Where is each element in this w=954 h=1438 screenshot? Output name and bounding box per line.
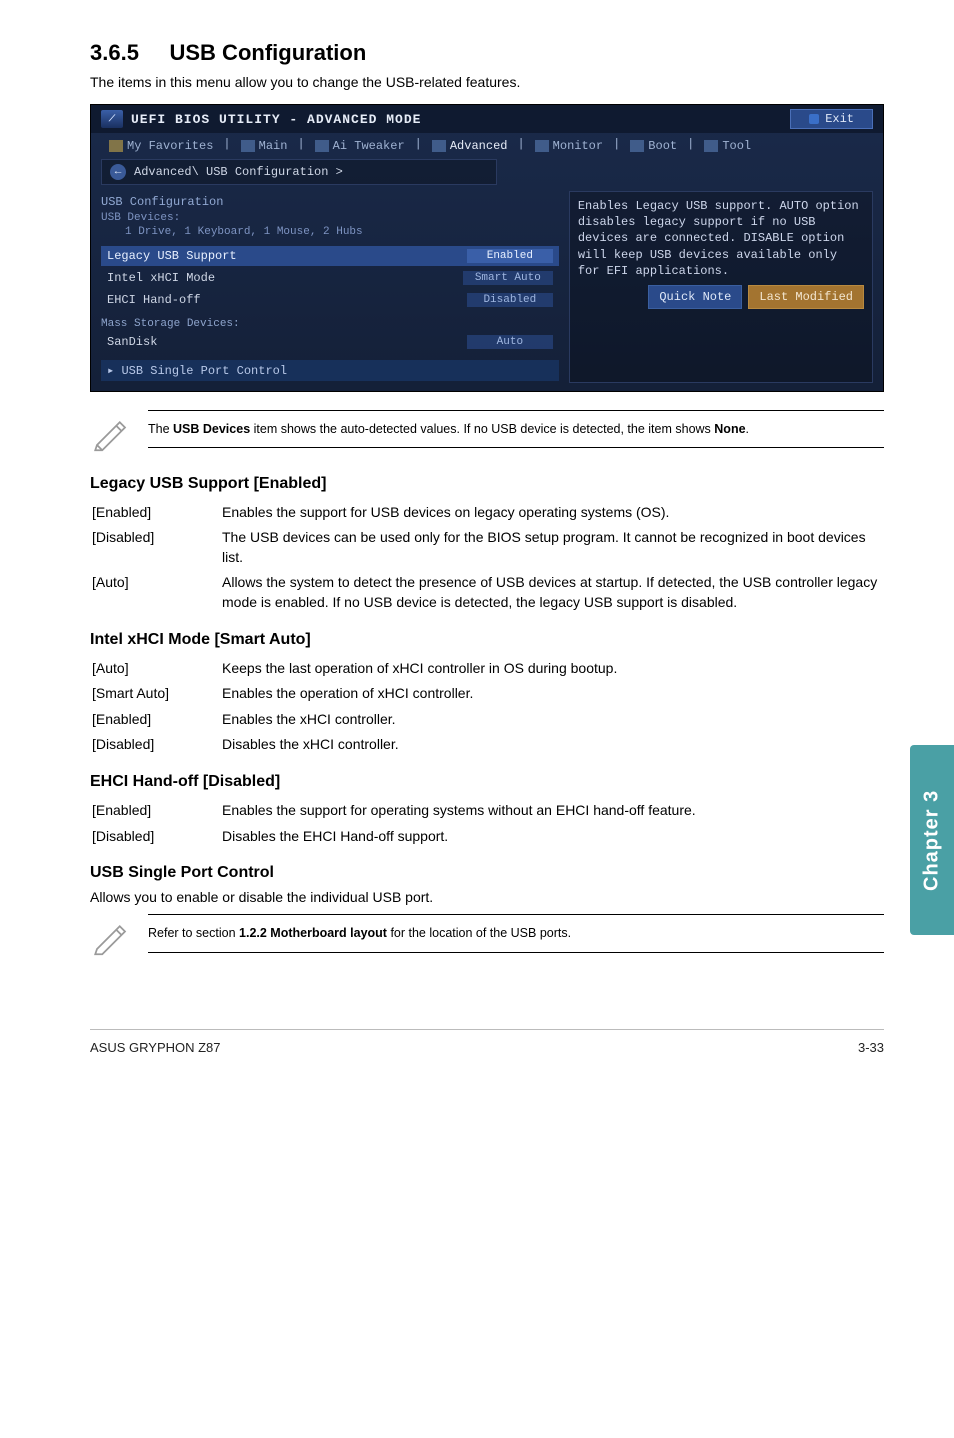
tab-monitor[interactable]: Monitor xyxy=(527,137,611,155)
opt-key: [Enabled] xyxy=(92,501,220,525)
setting-label: Legacy USB Support xyxy=(107,249,237,263)
pencil-icon xyxy=(90,410,132,457)
table-row: [Disabled]The USB devices can be used on… xyxy=(92,526,882,569)
breadcrumb-text: Advanced\ USB Configuration > xyxy=(134,165,343,179)
asus-logo-icon: ⟋ xyxy=(101,110,123,128)
table-row: [Smart Auto]Enables the operation of xHC… xyxy=(92,682,882,706)
setting-xhci-mode[interactable]: Intel xHCI Mode Smart Auto xyxy=(101,268,559,288)
bios-breadcrumb[interactable]: ← Advanced\ USB Configuration > xyxy=(101,159,497,185)
opt-key: [Disabled] xyxy=(92,526,220,569)
xhci-heading: Intel xHCI Mode [Smart Auto] xyxy=(90,631,884,649)
setting-value: Enabled xyxy=(467,249,553,263)
opt-key: [Auto] xyxy=(92,657,220,681)
setting-single-port[interactable]: ▸ USB Single Port Control xyxy=(101,360,559,381)
gear-icon xyxy=(432,140,446,152)
note-block: The USB Devices item shows the auto-dete… xyxy=(90,410,884,457)
bios-title: UEFI BIOS UTILITY - ADVANCED MODE xyxy=(131,112,421,127)
single-port-desc: Allows you to enable or disable the indi… xyxy=(90,888,884,908)
opt-val: Enables the xHCI controller. xyxy=(222,708,882,732)
bios-settings-panel: USB Configuration USB Devices: 1 Drive, … xyxy=(101,191,559,383)
footer-right: 3-33 xyxy=(858,1040,884,1055)
star-icon xyxy=(109,140,123,152)
opt-val: Keeps the last operation of xHCI control… xyxy=(222,657,882,681)
tab-main[interactable]: Main xyxy=(233,137,296,155)
opt-key: [Disabled] xyxy=(92,825,220,849)
section-heading: 3.6.5 USB Configuration xyxy=(90,40,884,66)
tab-boot[interactable]: Boot xyxy=(622,137,685,155)
setting-value: Disabled xyxy=(467,293,553,307)
pencil-icon xyxy=(90,914,132,961)
table-row: [Disabled]Disables the xHCI controller. xyxy=(92,733,882,757)
footer-left: ASUS GRYPHON Z87 xyxy=(90,1040,221,1055)
table-row: [Enabled]Enables the xHCI controller. xyxy=(92,708,882,732)
heading-subtext: The items in this menu allow you to chan… xyxy=(90,74,884,90)
chapter-tab: Chapter 3 xyxy=(910,745,954,935)
page-footer: ASUS GRYPHON Z87 3-33 xyxy=(90,1029,884,1055)
opt-val: Disables the xHCI controller. xyxy=(222,733,882,757)
table-row: [Disabled]Disables the EHCI Hand-off sup… xyxy=(92,825,882,849)
opt-val: Allows the system to detect the presence… xyxy=(222,571,882,614)
heading-number: 3.6.5 xyxy=(90,40,139,65)
last-modified-button[interactable]: Last Modified xyxy=(748,285,864,309)
single-port-heading: USB Single Port Control xyxy=(90,864,884,882)
opt-key: [Smart Auto] xyxy=(92,682,220,706)
monitor-icon xyxy=(535,140,549,152)
opt-key: [Enabled] xyxy=(92,708,220,732)
opt-key: [Disabled] xyxy=(92,733,220,757)
wrench-icon xyxy=(315,140,329,152)
note-block: Refer to section 1.2.2 Motherboard layou… xyxy=(90,914,884,961)
opt-val: Disables the EHCI Hand-off support. xyxy=(222,825,882,849)
table-row: [Auto]Allows the system to detect the pr… xyxy=(92,571,882,614)
ehci-options-table: [Enabled]Enables the support for operati… xyxy=(90,797,884,850)
opt-val: The USB devices can be used only for the… xyxy=(222,526,882,569)
opt-val: Enables the support for operating system… xyxy=(222,799,882,823)
legacy-options-table: [Enabled]Enables the support for USB dev… xyxy=(90,499,884,617)
quick-note-button[interactable]: Quick Note xyxy=(648,285,742,309)
tab-tool[interactable]: Tool xyxy=(696,137,759,155)
exit-label: Exit xyxy=(825,112,854,126)
mass-storage-heading: Mass Storage Devices: xyxy=(101,318,559,330)
note-text: The USB Devices item shows the auto-dete… xyxy=(148,410,884,449)
setting-value: Smart Auto xyxy=(463,271,553,285)
setting-sandisk[interactable]: SanDisk Auto xyxy=(101,332,559,352)
power-icon xyxy=(630,140,644,152)
back-arrow-icon[interactable]: ← xyxy=(110,164,126,180)
list-icon xyxy=(241,140,255,152)
table-row: [Enabled]Enables the support for operati… xyxy=(92,799,882,823)
tab-favorites[interactable]: My Favorites xyxy=(101,137,221,155)
help-text: Enables Legacy USB support. AUTO option … xyxy=(578,198,864,279)
opt-val: Enables the support for USB devices on l… xyxy=(222,501,882,525)
setting-value: Auto xyxy=(467,335,553,349)
legacy-heading: Legacy USB Support [Enabled] xyxy=(90,475,884,493)
bios-help-panel: Enables Legacy USB support. AUTO option … xyxy=(569,191,873,383)
bios-header: ⟋ UEFI BIOS UTILITY - ADVANCED MODE Exit xyxy=(91,105,883,133)
opt-key: [Enabled] xyxy=(92,799,220,823)
heading-title: USB Configuration xyxy=(170,40,367,65)
bios-help-footer: Quick Note Last Modified xyxy=(578,285,864,309)
usb-config-heading: USB Configuration xyxy=(101,195,559,209)
ehci-heading: EHCI Hand-off [Disabled] xyxy=(90,773,884,791)
opt-val: Enables the operation of xHCI controller… xyxy=(222,682,882,706)
exit-button[interactable]: Exit xyxy=(790,109,873,129)
opt-key: [Auto] xyxy=(92,571,220,614)
setting-legacy-usb[interactable]: Legacy USB Support Enabled xyxy=(101,246,559,266)
setting-label: Intel xHCI Mode xyxy=(107,271,215,285)
toolbox-icon xyxy=(704,140,718,152)
setting-label: SanDisk xyxy=(107,335,157,349)
tab-aitweaker[interactable]: Ai Tweaker xyxy=(307,137,413,155)
setting-label: EHCI Hand-off xyxy=(107,293,201,307)
setting-ehci-handoff[interactable]: EHCI Hand-off Disabled xyxy=(101,290,559,310)
bios-tabs: My Favorites | Main | Ai Tweaker | Advan… xyxy=(91,133,883,155)
note-text: Refer to section 1.2.2 Motherboard layou… xyxy=(148,914,884,953)
table-row: [Auto]Keeps the last operation of xHCI c… xyxy=(92,657,882,681)
xhci-options-table: [Auto]Keeps the last operation of xHCI c… xyxy=(90,655,884,759)
bios-screenshot: ⟋ UEFI BIOS UTILITY - ADVANCED MODE Exit… xyxy=(90,104,884,392)
table-row: [Enabled]Enables the support for USB dev… xyxy=(92,501,882,525)
usb-devices-block: USB Devices: 1 Drive, 1 Keyboard, 1 Mous… xyxy=(101,211,559,240)
tab-advanced[interactable]: Advanced xyxy=(424,137,516,155)
